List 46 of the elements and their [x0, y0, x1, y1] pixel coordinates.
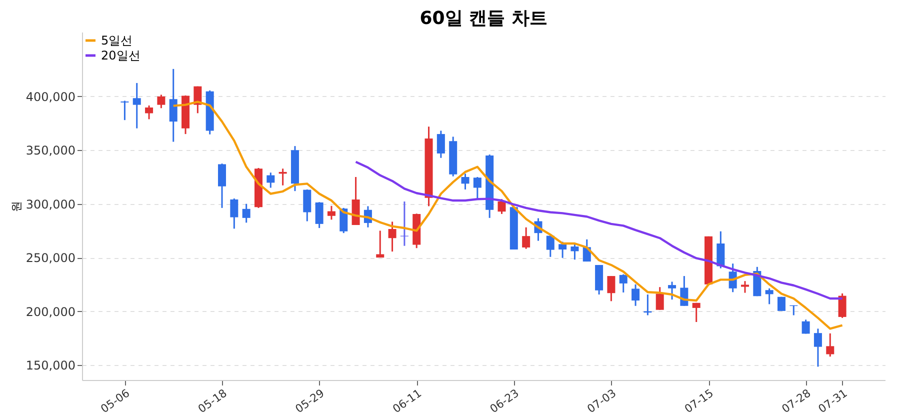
- candlestick: [522, 226, 530, 250]
- candlestick: [607, 275, 616, 302]
- candlestick: [436, 130, 445, 159]
- candlestick: [242, 203, 250, 224]
- chart-title: 60일 캔들 차트: [420, 8, 548, 29]
- y-axis-title: 원: [10, 201, 23, 212]
- candlestick: [145, 104, 154, 120]
- candlestick: [814, 328, 822, 368]
- candlestick: [765, 288, 774, 305]
- y-tick-label: 150,000: [26, 358, 76, 372]
- candlestick: [169, 68, 178, 143]
- candlestick: [132, 82, 141, 130]
- legend-label: 5일선: [101, 34, 133, 48]
- candlestick: [558, 241, 567, 259]
- legend-label: 20일선: [101, 48, 140, 62]
- candlestick: [120, 100, 129, 121]
- candlestick: [230, 198, 238, 230]
- y-tick-label: 250,000: [26, 251, 76, 266]
- candlestick: [668, 280, 676, 300]
- candlestick: [303, 188, 312, 222]
- candlestick: [327, 205, 336, 220]
- candlestick: [473, 176, 482, 200]
- candlestick: [777, 296, 786, 312]
- candlestick: [218, 162, 226, 209]
- y-tick-label: 300,000: [26, 197, 76, 212]
- candlestick: [157, 94, 166, 109]
- y-tick-label: 400,000: [26, 90, 76, 104]
- candlestick: [388, 220, 396, 252]
- candlestick: [656, 286, 664, 311]
- candlestick: [340, 207, 348, 234]
- candlestick: [740, 280, 749, 294]
- candlestick: [619, 274, 628, 294]
- candlestick: [498, 198, 506, 215]
- candlestick: [802, 318, 810, 334]
- candlestick: [546, 235, 554, 258]
- candlestick: [315, 201, 324, 229]
- candlestick: [570, 242, 579, 260]
- candlestick: [632, 284, 640, 307]
- y-tick-label: 350,000: [26, 144, 76, 158]
- candlestick: [461, 172, 470, 190]
- candlestick: [826, 332, 834, 358]
- y-tick-label: 200,000: [26, 304, 76, 319]
- candlestick: [692, 302, 700, 323]
- candlestick: [716, 230, 725, 270]
- candlestick: [376, 230, 384, 258]
- candlestick: [266, 172, 275, 188]
